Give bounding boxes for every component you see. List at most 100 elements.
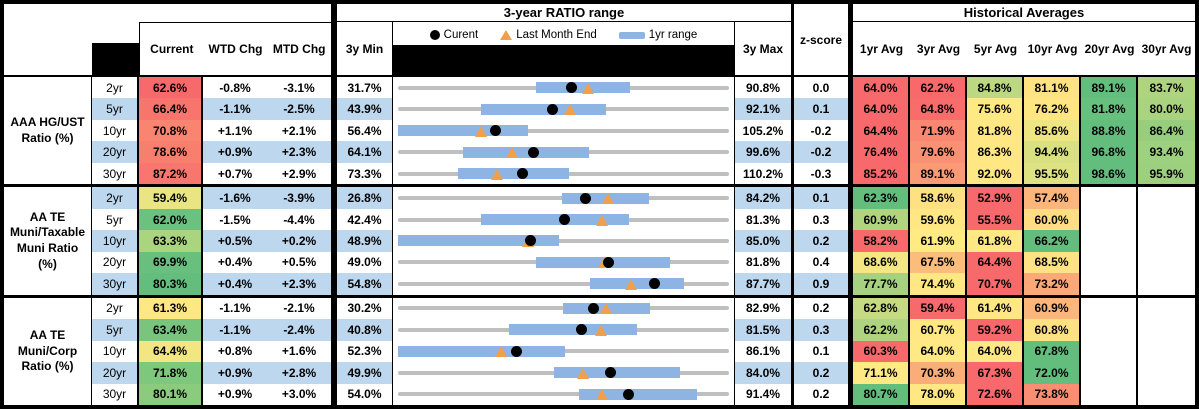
avg-cell: 70.7% <box>967 273 1024 295</box>
last-month-end-triangle <box>494 346 507 358</box>
min-3y-cell: 42.4% <box>337 208 392 231</box>
col-header-wtd-chg: WTD Chg <box>208 42 263 56</box>
range-chart <box>392 77 735 99</box>
avg-cell-empty <box>1081 362 1138 384</box>
col-header-current: Current <box>150 42 194 56</box>
avg-cell: 93.4% <box>1138 141 1195 163</box>
range-chart <box>392 362 735 384</box>
current-cell: 61.3% <box>139 297 203 320</box>
avg-cell: 72.0% <box>1024 362 1081 384</box>
current-cell: 80.3% <box>139 273 203 295</box>
avg-cell: 76.4% <box>853 141 910 163</box>
zscore-cell: 0.0 <box>794 77 848 99</box>
mtd-chg-cell: -3.9% <box>267 187 331 209</box>
avg-cell: 64.8% <box>910 98 967 120</box>
min-3y-cell: 52.3% <box>337 340 392 363</box>
mtd-chg-cell: +3.0% <box>267 383 331 405</box>
avg-cell: 62.8% <box>853 297 910 320</box>
range-chart <box>392 230 735 252</box>
last-month-end-triangle <box>596 389 609 401</box>
range-chart <box>392 340 735 363</box>
max-3y-cell: 81.5% <box>735 319 791 341</box>
avg-cell: 64.4% <box>967 251 1024 274</box>
avg-cell: 59.4% <box>910 297 967 320</box>
wtd-chg-cell: +0.9% <box>203 141 267 163</box>
col-header-3yr-avg: 3yr Avg <box>916 41 961 56</box>
legend-1yr-range-label: 1yr range <box>648 29 698 41</box>
min-3y-cell: 31.7% <box>337 77 392 99</box>
tenor-cell: 20yr <box>92 251 139 274</box>
tenor-cell: 5yr <box>92 98 139 120</box>
avg-cell: 80.7% <box>853 383 910 405</box>
avg-cell-empty <box>1138 340 1195 363</box>
avg-cell: 61.4% <box>967 297 1024 320</box>
tenor-header-black-cell <box>92 43 139 75</box>
zscore-cell: 0.9 <box>794 273 848 295</box>
range-bar-1yr <box>398 235 560 247</box>
legend-current-label: Curent <box>443 29 479 41</box>
min-3y-cell: 64.1% <box>337 141 392 163</box>
range-chart <box>392 383 735 405</box>
avg-column-headers: 1yr Avg 3yr Avg 5yr Avg 10yr Avg 20yr Av… <box>853 22 1195 77</box>
avg-cell: 64.4% <box>853 119 910 142</box>
wtd-chg-cell: +0.9% <box>203 362 267 384</box>
max-3y-cell: 105.2% <box>735 119 791 142</box>
wtd-chg-cell: -1.1% <box>203 297 267 320</box>
max-3y-cell: 90.8% <box>735 77 791 99</box>
avg-cell-empty <box>1081 340 1138 363</box>
avg-cell: 77.7% <box>853 273 910 295</box>
tenor-cell: 5yr <box>92 208 139 231</box>
col-header-30yr-avg: 30yr Avg <box>1141 41 1192 56</box>
avg-cell: 59.6% <box>910 208 967 231</box>
zscore-cell: 0.1 <box>794 340 848 363</box>
avg-cell: 67.8% <box>1024 340 1081 363</box>
mtd-chg-cell: +2.3% <box>267 141 331 163</box>
avg-cell-empty <box>1081 208 1138 231</box>
wtd-chg-cell: +1.1% <box>203 119 267 142</box>
tenor-cell: 10yr <box>92 340 139 363</box>
range-bar-1yr <box>463 146 590 158</box>
avg-cell: 60.9% <box>853 208 910 231</box>
last-month-end-triangle <box>602 193 615 205</box>
wtd-chg-cell: +0.7% <box>203 162 267 185</box>
max-3y-cell: 110.2% <box>735 162 791 185</box>
range-chart <box>392 119 735 142</box>
current-cell: 69.9% <box>139 251 203 274</box>
group-label: AA TE Muni/Taxable Muni Ratio (%) <box>4 187 92 295</box>
zscore-cell: 0.3 <box>794 319 848 341</box>
avg-cell-empty <box>1081 273 1138 295</box>
group-label: AA TE Muni/Corp Ratio (%) <box>4 297 92 405</box>
tenor-cell: 30yr <box>92 162 139 185</box>
avg-cell: 52.9% <box>967 187 1024 209</box>
zscore-cell: 0.2 <box>794 383 848 405</box>
mtd-chg-cell: +2.9% <box>267 162 331 185</box>
avg-cell: 62.2% <box>853 319 910 341</box>
range-bar-1yr <box>481 214 630 226</box>
avg-cell: 60.0% <box>1024 208 1081 231</box>
wtd-chg-cell: +0.8% <box>203 340 267 363</box>
avg-cell: 79.6% <box>910 141 967 163</box>
avg-cell-empty <box>1138 273 1195 295</box>
current-cell: 87.2% <box>139 162 203 185</box>
current-dot <box>517 168 529 180</box>
legend-1yr-range-bar-icon <box>618 31 645 39</box>
avg-cell: 95.9% <box>1138 162 1195 185</box>
col-header-3y-min: 3y Min <box>337 22 392 77</box>
tenor-cell: 10yr <box>92 230 139 252</box>
tenor-cell: 5yr <box>92 319 139 341</box>
avg-cell-empty <box>1138 230 1195 252</box>
max-3y-cell: 87.7% <box>735 273 791 295</box>
avg-cell: 71.1% <box>853 362 910 384</box>
wtd-chg-cell: -0.8% <box>203 77 267 99</box>
range-track <box>398 128 729 133</box>
current-cell: 80.1% <box>139 383 203 405</box>
avg-cell-empty <box>1081 187 1138 209</box>
legend-1yr-range: 1yr range <box>618 29 698 41</box>
zscore-cell: 0.2 <box>794 297 848 320</box>
current-cell: 71.8% <box>139 362 203 384</box>
avg-cell: 81.8% <box>967 119 1024 142</box>
max-3y-cell: 86.1% <box>735 340 791 363</box>
wtd-chg-cell: +0.4% <box>203 251 267 274</box>
mtd-chg-cell: -3.1% <box>267 77 331 99</box>
min-3y-cell: 49.0% <box>337 251 392 274</box>
